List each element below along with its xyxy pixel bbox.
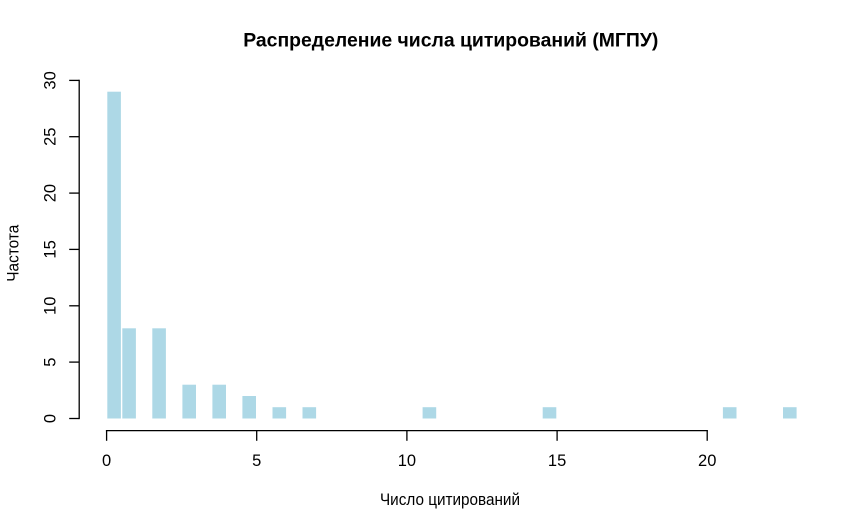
- svg-text:25: 25: [42, 128, 60, 146]
- svg-text:0: 0: [42, 414, 60, 423]
- svg-text:20: 20: [698, 452, 716, 470]
- svg-text:10: 10: [398, 452, 416, 470]
- svg-text:10: 10: [42, 297, 60, 315]
- svg-text:5: 5: [42, 358, 60, 367]
- svg-text:0: 0: [102, 452, 111, 470]
- svg-text:5: 5: [252, 452, 261, 470]
- svg-text:20: 20: [42, 184, 60, 202]
- svg-text:15: 15: [42, 240, 60, 258]
- svg-text:15: 15: [548, 452, 566, 470]
- svg-text:Частота: Частота: [5, 224, 23, 282]
- svg-text:Число цитирований: Число цитирований: [380, 491, 520, 509]
- svg-text:30: 30: [42, 71, 60, 89]
- svg-text:Распределение числа цитировани: Распределение числа цитирований (МГПУ): [243, 30, 658, 52]
